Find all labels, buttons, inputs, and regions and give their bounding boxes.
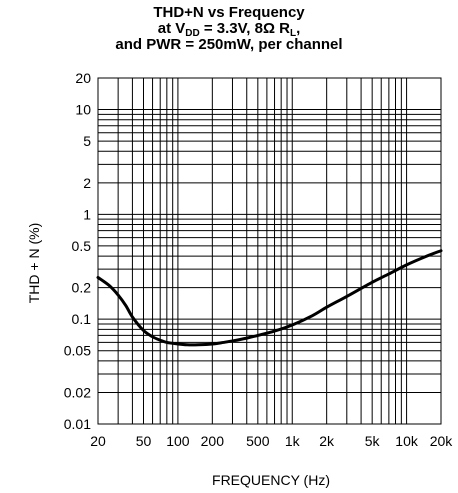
x-tick-label: 500 <box>246 433 270 449</box>
y-tick-label: 20 <box>75 70 91 86</box>
y-tick-label: 0.05 <box>64 343 91 359</box>
y-tick-label: 0.2 <box>72 280 92 296</box>
plot-frame <box>97 77 442 425</box>
y-tick-label: 2 <box>83 175 91 191</box>
x-tick-label: 50 <box>136 433 152 449</box>
x-tick-label: 1k <box>285 433 301 449</box>
x-tick-label: 100 <box>166 433 190 449</box>
chart-title-line-1: THD+N vs Frequency <box>153 4 305 21</box>
series-line <box>96 249 443 347</box>
x-axis-label: FREQUENCY (Hz) <box>212 472 330 488</box>
y-tick-label: 5 <box>83 133 91 149</box>
y-tick-label: 1 <box>83 206 91 222</box>
y-tick-label: 10 <box>75 102 91 118</box>
x-tick-label: 20k <box>430 433 454 449</box>
series-layer <box>96 249 443 347</box>
chart-title-line-2: at VDD = 3.3V, 8Ω RL, <box>157 20 301 39</box>
y-tick-label: 0.01 <box>64 416 91 432</box>
x-tick-label: 200 <box>201 433 225 449</box>
x-tick-label: 20 <box>90 433 106 449</box>
grid <box>98 78 441 424</box>
x-tick-label: 5k <box>365 433 381 449</box>
chart-title-line-3: and PWR = 250mW, per channel <box>115 36 343 53</box>
y-tick-label: 0.02 <box>64 384 91 400</box>
x-tick-label: 2k <box>319 433 335 449</box>
x-tick-label: 10k <box>395 433 419 449</box>
y-tick-label: 0.5 <box>72 238 92 254</box>
y-tick-label: 0.1 <box>72 311 92 327</box>
